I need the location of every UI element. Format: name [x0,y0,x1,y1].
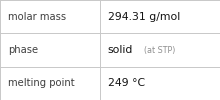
Text: molar mass: molar mass [8,12,66,22]
Text: solid: solid [108,45,133,55]
Text: 249 °C: 249 °C [108,78,145,88]
Text: 294.31 g/mol: 294.31 g/mol [108,12,180,22]
Text: (at STP): (at STP) [144,46,175,54]
Text: phase: phase [8,45,38,55]
Text: melting point: melting point [8,78,74,88]
